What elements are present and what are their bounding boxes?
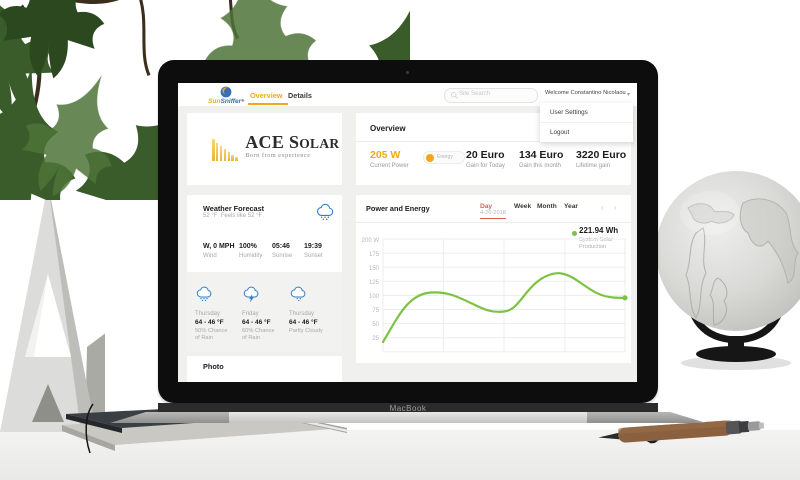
- svg-text:150: 150: [369, 266, 380, 272]
- svg-text:100: 100: [369, 294, 380, 300]
- svg-text:50: 50: [372, 322, 379, 328]
- svg-text:25: 25: [372, 336, 379, 342]
- svg-text:75: 75: [372, 308, 379, 314]
- svg-text:125: 125: [369, 280, 380, 286]
- svg-text:175: 175: [369, 252, 380, 258]
- svg-text:200 W: 200 W: [362, 238, 380, 244]
